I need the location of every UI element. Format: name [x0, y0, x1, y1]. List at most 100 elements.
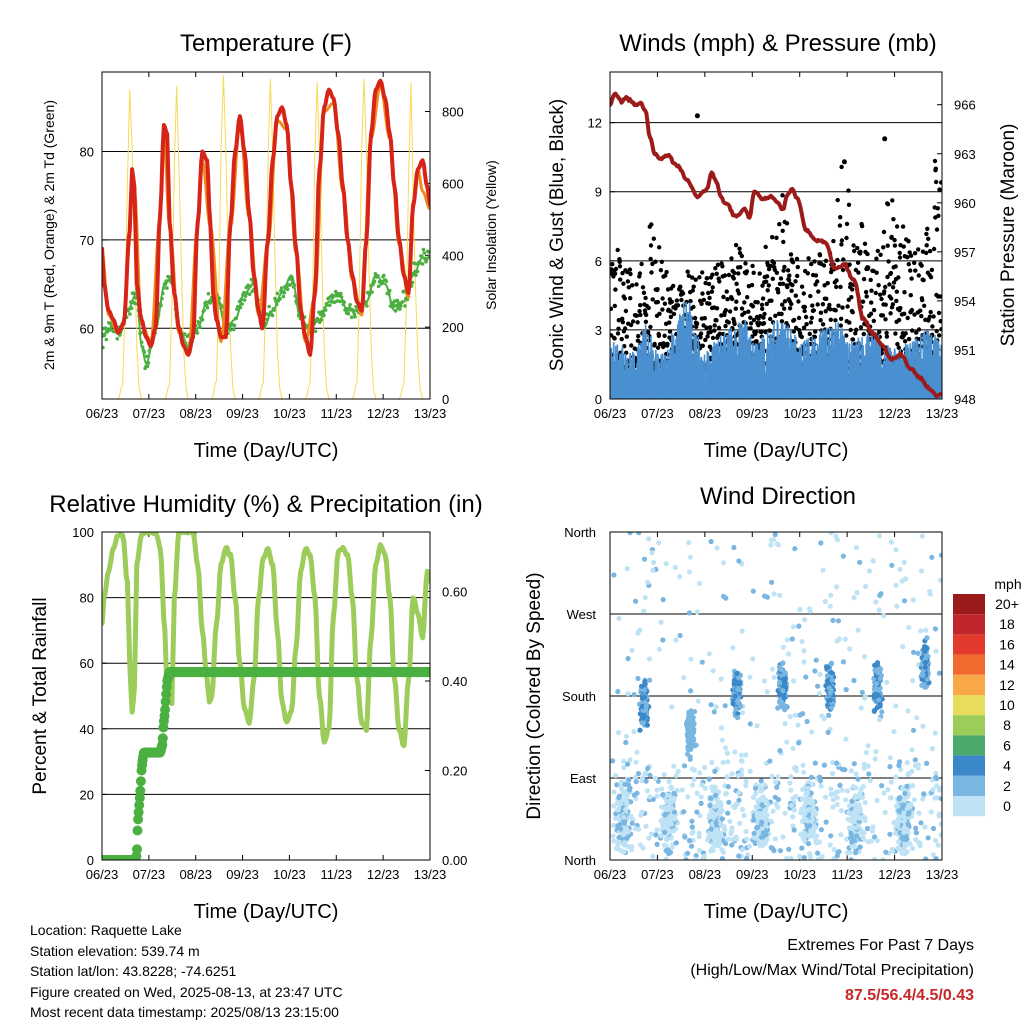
y2-tick-label: 960 [954, 196, 976, 211]
gust-point [926, 236, 931, 241]
direction-point [747, 674, 753, 680]
direction-point [792, 712, 798, 718]
gust-point [675, 303, 681, 308]
gust-point [815, 279, 820, 284]
gust-point [779, 319, 785, 324]
direction-point [828, 786, 834, 792]
direction-point [936, 670, 942, 676]
direction-point [802, 617, 808, 623]
gust-point [916, 327, 922, 332]
gust-point [809, 315, 814, 320]
direction-point [687, 718, 693, 724]
direction-point [637, 842, 644, 848]
direction-point [882, 809, 888, 816]
gust-point [910, 328, 915, 333]
direction-point [845, 850, 851, 856]
x-tick-label: 10/23 [783, 867, 816, 882]
gust-point [746, 309, 751, 314]
direction-point [677, 632, 683, 639]
gust-point [668, 314, 674, 320]
t2m-line [102, 78, 430, 357]
gust-point [908, 293, 913, 298]
dewpoint-point [267, 304, 271, 309]
direction-point [796, 623, 802, 629]
dewpoint-point [400, 300, 405, 304]
direction-point [697, 770, 703, 776]
direction-point [663, 561, 669, 567]
gust-point [846, 188, 851, 193]
dewpoint-point [387, 292, 391, 296]
direction-point [685, 850, 691, 856]
gust-point [908, 253, 914, 258]
gust-point [765, 288, 770, 293]
y-tick-label: 12 [588, 116, 602, 131]
gust-point [691, 284, 696, 289]
direction-point [828, 592, 834, 598]
dewpoint-point [331, 294, 336, 299]
gust-point [877, 329, 882, 334]
direction-point [840, 659, 847, 665]
direction-point [687, 756, 693, 762]
x-tick-label: 10/23 [273, 406, 306, 421]
gust-point [896, 317, 902, 323]
direction-point [813, 657, 819, 663]
dewpoint-point [139, 330, 143, 335]
direction-point [614, 782, 620, 788]
direction-point [867, 777, 873, 784]
precip-point [157, 733, 168, 744]
direction-point [637, 727, 643, 733]
gust-point [667, 329, 673, 334]
gust-point [769, 298, 774, 303]
direction-point [631, 729, 637, 735]
direction-point [814, 833, 820, 839]
direction-point [747, 768, 753, 774]
y-tick-label: 6 [595, 254, 602, 269]
dewpoint-point [231, 327, 236, 332]
gust-point [679, 297, 684, 303]
dewpoint-point [142, 350, 147, 355]
gust-point [874, 270, 879, 275]
gust-point [724, 289, 729, 294]
dewpoint-point [146, 361, 151, 365]
gust-point [801, 325, 807, 330]
gust-point [630, 319, 636, 324]
direction-point [730, 804, 736, 810]
gust-point [815, 302, 820, 307]
precip-point [132, 825, 143, 836]
direction-point [920, 723, 926, 729]
gust-point [655, 287, 660, 292]
x-tick-label: 09/23 [226, 406, 259, 421]
gust-point [640, 285, 646, 290]
gust-point [734, 281, 739, 286]
direction-point [819, 713, 825, 719]
direction-point [887, 755, 893, 761]
y2-tick-label: 0.40 [442, 674, 467, 689]
direction-point [828, 670, 835, 676]
dewpoint-point [275, 291, 280, 296]
direction-point [884, 679, 890, 686]
gust-point [742, 310, 747, 315]
dewpoint-point [278, 297, 282, 301]
direction-point [780, 644, 786, 650]
direction-point [930, 825, 937, 832]
direction-point [714, 545, 720, 551]
direction-point [788, 855, 794, 860]
dewpoint-point [232, 323, 237, 328]
x-tick-label: 09/23 [736, 406, 769, 421]
direction-point [689, 782, 696, 788]
direction-point [913, 830, 919, 836]
dewpoint-point [165, 286, 169, 290]
gust-point [831, 238, 836, 244]
direction-point [826, 712, 832, 719]
y2-tick-label: 200 [442, 320, 464, 335]
gust-point [750, 304, 756, 309]
dewpoint-point [265, 317, 270, 322]
direction-point [736, 790, 742, 796]
direction-point [654, 787, 660, 793]
direction-point [632, 774, 638, 781]
direction-point [906, 624, 912, 630]
gust-point [882, 136, 888, 142]
gust-point [780, 193, 785, 198]
dewpoint-point [200, 317, 205, 322]
dewpoint-point [166, 274, 170, 279]
